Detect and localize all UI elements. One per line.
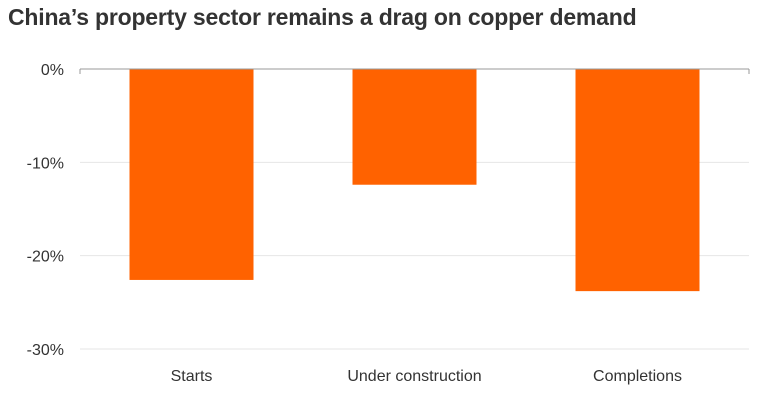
chart-title: China’s property sector remains a drag o… xyxy=(8,4,637,30)
bar xyxy=(129,69,254,280)
x-category-label: Starts xyxy=(171,368,213,385)
x-category-label: Completions xyxy=(593,368,682,385)
x-category-label: Under construction xyxy=(347,368,481,385)
bar xyxy=(352,69,477,185)
bar xyxy=(575,69,700,292)
y-tick-label: -30% xyxy=(27,342,64,359)
y-tick-label: -20% xyxy=(27,249,64,266)
y-tick-label: 0% xyxy=(41,62,64,79)
y-tick-label: -10% xyxy=(27,155,64,172)
